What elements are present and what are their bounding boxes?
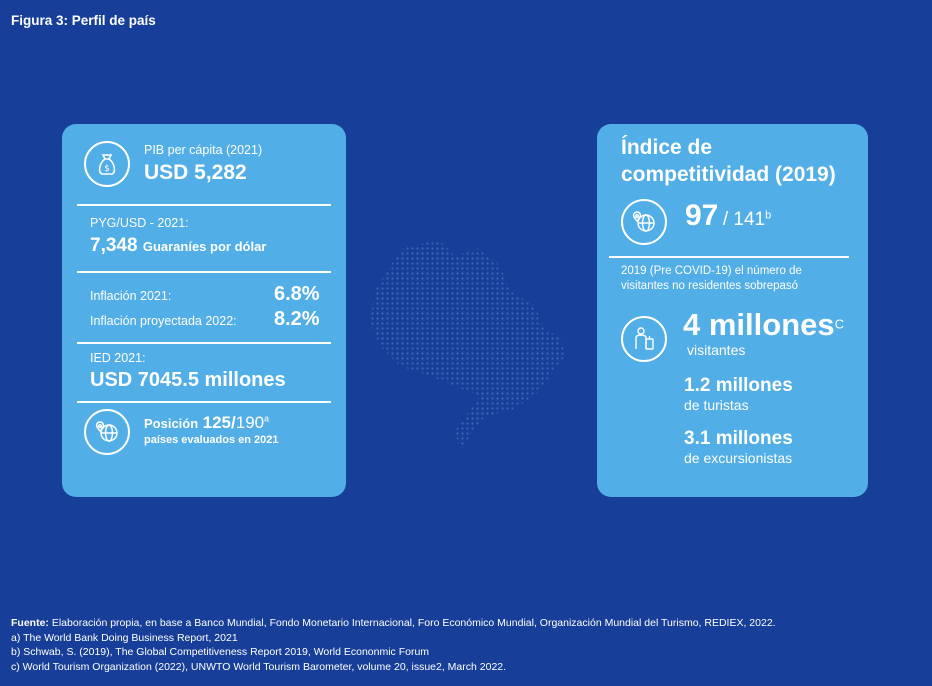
divider [77, 271, 331, 273]
globe-pin-icon [621, 199, 667, 245]
divider [609, 256, 849, 258]
footnote-a: a) The World Bank Doing Business Report,… [11, 631, 238, 644]
divider [77, 401, 331, 403]
visitors-desc-line2: visitantes no residentes sobrepasó [621, 280, 799, 292]
footnote-c: c) World Tourism Organization (2022), UN… [11, 660, 507, 673]
figure-title: Figura 3: Perfil de país [11, 13, 156, 28]
footnote-b: b) Schwab, S. (2019), The Global Competi… [11, 646, 430, 658]
position-note: a [264, 413, 270, 424]
svg-text:$: $ [104, 164, 110, 174]
visitors-desc-line1: 2019 (Pre COVID-19) el número de [621, 265, 802, 277]
competitiveness-note: b [765, 209, 772, 222]
ied-label: IED 2021: [90, 351, 146, 365]
source-label: Fuente: [11, 617, 49, 629]
source-note: Fuente: Elaboración propia, en base a Ba… [11, 616, 776, 631]
pyg-value-line: 7,348 Guaraníes por dólar [90, 235, 266, 257]
tourists-label: de turistas [684, 397, 749, 413]
country-profile-card: $ PIB per cápita (2021) USD 5,282 PYG/US… [62, 124, 346, 497]
position-total: 190 [235, 413, 265, 432]
pib-value: USD 5,282 [144, 161, 247, 184]
excursionists-label: de excursionistas [684, 450, 793, 466]
tourists-value: 1.2 millones [684, 375, 793, 396]
position-label: Posición [144, 416, 199, 431]
position-rank: 125/ [202, 413, 236, 432]
source-text: Elaboración propia, en base a Banco Mund… [48, 617, 776, 629]
money-bag-icon: $ [84, 141, 130, 187]
competitiveness-title-line1: Índice de [621, 136, 713, 159]
competitiveness-rank-total: / 141 [722, 209, 766, 230]
competitiveness-card: Índice de competitividad (2019) 97 / 141… [597, 124, 868, 497]
competitiveness-rank: 97 [685, 199, 719, 232]
ied-value: USD 7045.5 millones [90, 369, 286, 391]
divider [77, 204, 331, 206]
visitors-note: C [834, 316, 844, 332]
inflation-label: Inflación 2021: [90, 289, 172, 303]
pyg-label: PYG/USD - 2021: [90, 216, 189, 230]
pib-label: PIB per cápita (2021) [144, 143, 263, 157]
competitiveness-title-line2: competitividad (2019) [621, 163, 836, 186]
footnotes: Fuente: Elaboración propia, en base a Ba… [11, 616, 776, 674]
inflation-proj-value: 8.2% [274, 308, 320, 330]
divider [77, 342, 331, 344]
competitiveness-rank-line: 97 / 141b [685, 199, 771, 233]
position-desc: países evaluados en 2021 [144, 434, 279, 446]
inflation-value: 6.8% [274, 283, 320, 305]
position-line: Posición 125/190a [144, 413, 269, 433]
pyg-value: 7,348 [90, 235, 138, 256]
pyg-unit: Guaraníes por dólar [142, 239, 267, 254]
inflation-proj-label: Inflación proyectada 2022: [90, 314, 237, 328]
visitors-label: visitantes [687, 342, 746, 358]
visitors-line: 4 millonesC [683, 307, 844, 343]
visitors-value: 4 millones [683, 307, 835, 342]
excursionists-value: 3.1 millones [684, 428, 793, 449]
traveler-icon [621, 316, 667, 362]
globe-pin-icon [84, 409, 130, 455]
paraguay-dotted-map [370, 241, 565, 451]
